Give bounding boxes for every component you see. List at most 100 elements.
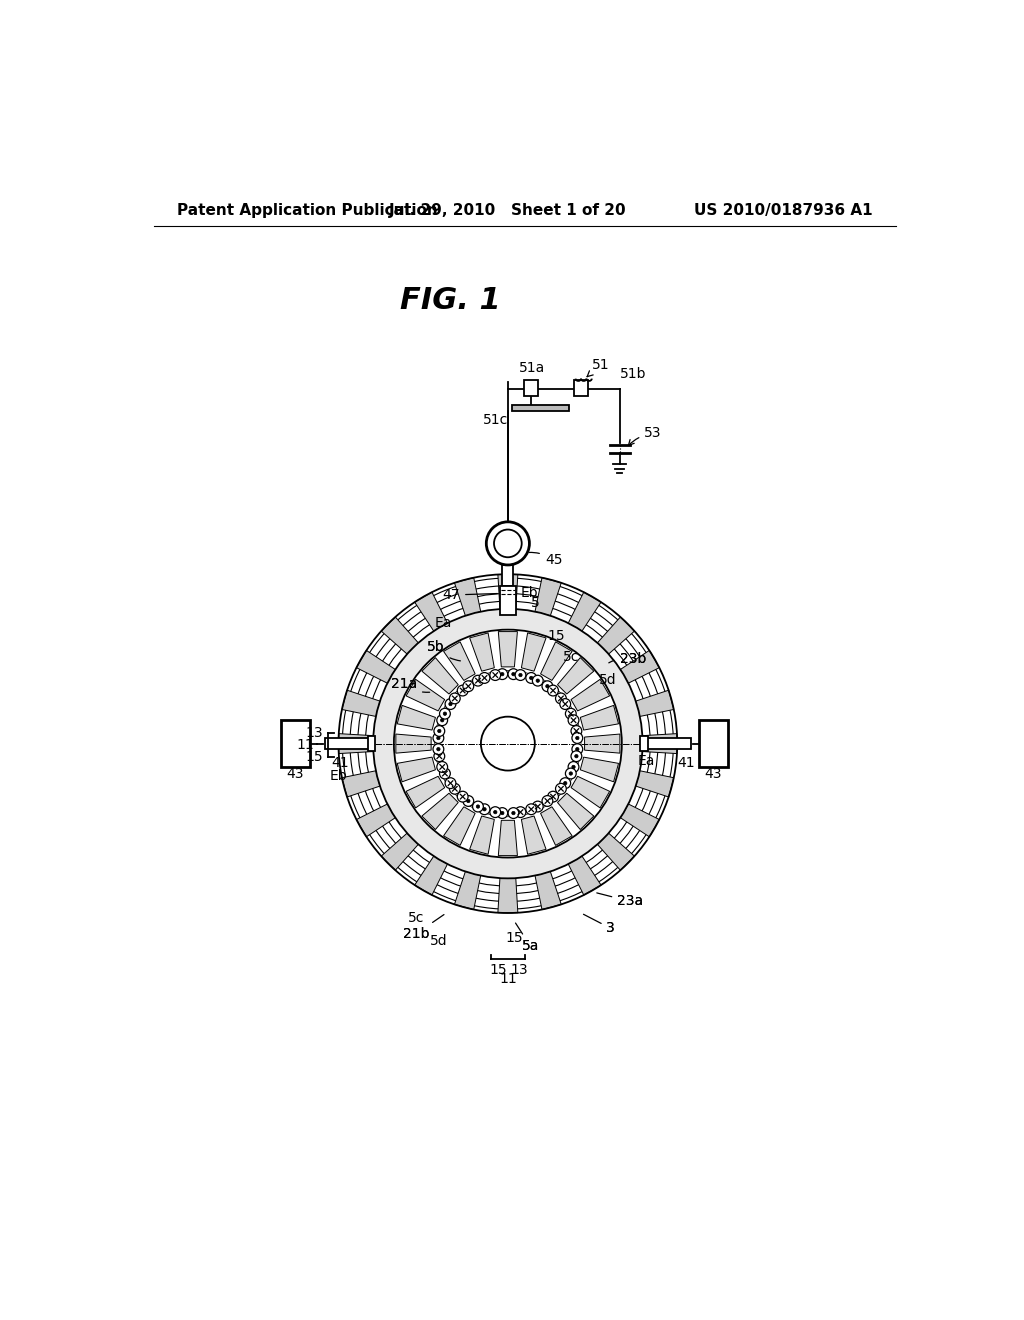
Text: 15: 15 bbox=[506, 932, 523, 945]
Circle shape bbox=[486, 521, 529, 565]
Polygon shape bbox=[597, 833, 635, 870]
Text: 41: 41 bbox=[331, 756, 349, 770]
Text: 43: 43 bbox=[287, 767, 304, 780]
Text: 51: 51 bbox=[587, 358, 609, 376]
Bar bbox=[524, 380, 538, 396]
Text: 5d: 5d bbox=[599, 673, 616, 686]
Circle shape bbox=[445, 777, 456, 788]
Circle shape bbox=[435, 671, 581, 817]
Text: 5d: 5d bbox=[430, 935, 447, 949]
Circle shape bbox=[574, 755, 579, 758]
Text: 5b: 5b bbox=[427, 640, 461, 661]
Polygon shape bbox=[415, 593, 447, 631]
Polygon shape bbox=[499, 631, 517, 667]
Circle shape bbox=[436, 747, 440, 751]
Circle shape bbox=[463, 796, 474, 807]
Bar bbox=[512, 405, 569, 411]
Polygon shape bbox=[455, 871, 480, 909]
Text: 23a: 23a bbox=[597, 892, 643, 908]
Circle shape bbox=[472, 676, 483, 686]
Bar bbox=[640, 737, 648, 751]
Polygon shape bbox=[339, 734, 374, 754]
Circle shape bbox=[515, 669, 526, 680]
Circle shape bbox=[565, 709, 577, 719]
Circle shape bbox=[508, 669, 519, 680]
Bar bbox=[574, 380, 588, 396]
Circle shape bbox=[445, 698, 456, 709]
Circle shape bbox=[489, 807, 501, 817]
Text: 51a: 51a bbox=[519, 360, 546, 375]
Circle shape bbox=[479, 673, 489, 684]
Circle shape bbox=[434, 726, 444, 737]
Circle shape bbox=[572, 743, 583, 755]
Polygon shape bbox=[597, 616, 635, 655]
Circle shape bbox=[437, 730, 441, 733]
Text: 21b: 21b bbox=[402, 915, 444, 941]
Circle shape bbox=[556, 693, 566, 704]
Text: 53: 53 bbox=[629, 426, 662, 446]
Polygon shape bbox=[470, 632, 495, 671]
Polygon shape bbox=[381, 616, 419, 655]
Bar bbox=[500, 586, 515, 615]
Circle shape bbox=[494, 810, 497, 814]
Circle shape bbox=[458, 685, 468, 696]
Polygon shape bbox=[557, 793, 594, 829]
Circle shape bbox=[497, 669, 508, 680]
Circle shape bbox=[436, 737, 440, 739]
Circle shape bbox=[437, 762, 447, 772]
Circle shape bbox=[568, 715, 579, 726]
Circle shape bbox=[568, 762, 579, 772]
Polygon shape bbox=[397, 705, 435, 730]
Polygon shape bbox=[636, 690, 674, 717]
Polygon shape bbox=[422, 657, 458, 694]
Text: 23b: 23b bbox=[609, 652, 646, 665]
Circle shape bbox=[546, 685, 549, 688]
Circle shape bbox=[526, 804, 537, 814]
Text: 23a: 23a bbox=[617, 895, 643, 908]
Text: 23b: 23b bbox=[620, 652, 646, 665]
Circle shape bbox=[571, 726, 582, 737]
Circle shape bbox=[394, 630, 622, 858]
Circle shape bbox=[463, 681, 474, 692]
Bar bbox=[325, 738, 373, 748]
Circle shape bbox=[439, 709, 451, 719]
Circle shape bbox=[467, 800, 470, 803]
Circle shape bbox=[515, 807, 526, 817]
Polygon shape bbox=[407, 776, 444, 808]
Circle shape bbox=[571, 751, 582, 762]
Polygon shape bbox=[621, 804, 659, 837]
Circle shape bbox=[434, 751, 444, 762]
Polygon shape bbox=[498, 878, 518, 912]
Circle shape bbox=[373, 609, 643, 878]
Circle shape bbox=[519, 673, 522, 677]
Polygon shape bbox=[498, 574, 518, 609]
Bar bbox=[643, 738, 691, 748]
Circle shape bbox=[548, 685, 558, 696]
Text: 5: 5 bbox=[531, 595, 540, 610]
Polygon shape bbox=[521, 816, 546, 854]
Circle shape bbox=[560, 698, 570, 709]
Text: 15: 15 bbox=[489, 964, 508, 977]
Text: 11: 11 bbox=[296, 738, 313, 752]
Polygon shape bbox=[455, 578, 480, 615]
Polygon shape bbox=[581, 758, 618, 781]
Circle shape bbox=[476, 805, 479, 808]
Polygon shape bbox=[541, 807, 572, 845]
Circle shape bbox=[433, 733, 443, 743]
Polygon shape bbox=[443, 642, 475, 680]
Circle shape bbox=[572, 733, 583, 743]
Polygon shape bbox=[422, 793, 458, 829]
Circle shape bbox=[481, 717, 535, 771]
Circle shape bbox=[458, 791, 468, 803]
Text: Jul. 29, 2010   Sheet 1 of 20: Jul. 29, 2010 Sheet 1 of 20 bbox=[389, 203, 627, 218]
Circle shape bbox=[575, 737, 579, 739]
Text: 21a: 21a bbox=[391, 677, 430, 692]
Text: 5a: 5a bbox=[521, 939, 539, 953]
Circle shape bbox=[472, 801, 483, 812]
Text: 5c: 5c bbox=[409, 911, 425, 925]
Circle shape bbox=[482, 808, 486, 810]
Polygon shape bbox=[356, 804, 395, 837]
Polygon shape bbox=[642, 734, 677, 754]
Polygon shape bbox=[557, 657, 594, 694]
Polygon shape bbox=[342, 771, 380, 797]
